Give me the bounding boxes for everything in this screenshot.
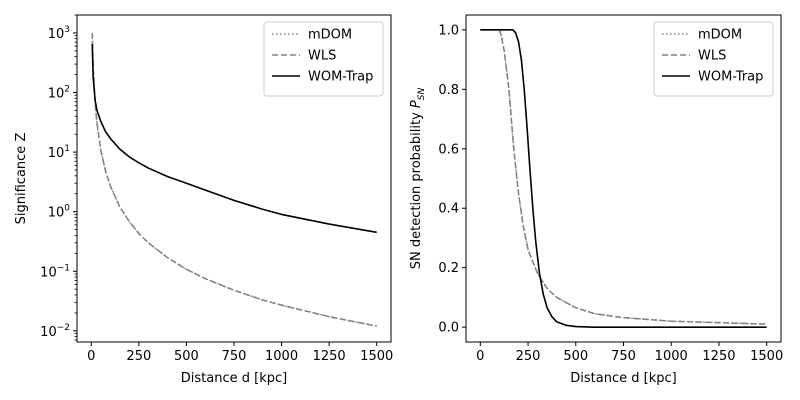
probability-y-axis-label: SN detection probability PSN [409, 88, 427, 270]
probability-x-tick-label: 1250 [702, 349, 735, 364]
detection-probability-panel: 0 250 500 750 1000 1250 1500 0.0 0.2 0.4 0.6 0.8 1.0… [409, 14, 783, 386]
significance-legend-frame [263, 21, 384, 97]
probability-x-tick-label: 750 [611, 349, 636, 364]
significance-x-axis-label: Distance d [kpc] [181, 371, 287, 386]
probability-y-tick-label: 0.8 [438, 83, 459, 98]
probability-legend: mDOM WLS WOM-Trap [653, 21, 774, 97]
probability-y-tick-label: 0.6 [438, 142, 459, 157]
probability-x-tick-label: 0 [476, 349, 484, 364]
significance-legend-label-wom-trap: WOM-Trap [308, 70, 373, 85]
probability-legend-label-wom-trap: WOM-Trap [698, 70, 763, 85]
significance-x-tick-label: 1250 [313, 349, 346, 364]
probability-legend-label-wls: WLS [698, 49, 726, 64]
probability-x-tick-label: 1000 [655, 349, 688, 364]
significance-y-tick-label: 102 [48, 85, 70, 102]
probability-y-tick-label: 0.4 [438, 202, 459, 217]
probability-legend-label-mdom: mDOM [698, 28, 742, 43]
significance-series-group [91, 32, 377, 327]
probability-series-mdom [480, 29, 767, 325]
probability-y-tick-label: 0.0 [438, 321, 459, 336]
probability-x-tick-label: 500 [563, 349, 588, 364]
significance-y-tick-label: 100 [48, 204, 71, 221]
significance-x-tick-label: 1000 [265, 349, 298, 364]
significance-legend-label-mdom: mDOM [308, 28, 352, 43]
probability-y-tick-label: 1.0 [438, 23, 459, 38]
probability-legend-frame [653, 21, 774, 97]
significance-legend-label-wls: WLS [308, 49, 336, 64]
probability-y-tick-label: 0.2 [438, 261, 459, 276]
significance-x-tick-label: 1500 [360, 349, 393, 364]
significance-y-tick-label: 10−1 [40, 263, 70, 280]
probability-series-wom-trap [480, 29, 767, 328]
significance-legend: mDOM WLS WOM-Trap [263, 21, 384, 97]
significance-panel: 0 250 500 750 1000 1250 1500 10−2 10−1 100 101 102 1… [14, 14, 393, 386]
significance-x-tick-label: 500 [174, 349, 199, 364]
significance-series-wom-trap [91, 44, 377, 234]
probability-x-tick-label: 250 [516, 349, 541, 364]
significance-y-tick-label: 101 [48, 144, 70, 161]
probability-series-group [480, 29, 767, 328]
significance-x-tick-label: 250 [126, 349, 151, 364]
probability-x-tick-label: 1500 [750, 349, 783, 364]
significance-series-wls [91, 32, 377, 327]
significance-x-tick-label: 750 [222, 349, 247, 364]
significance-y-tick-label: 103 [48, 25, 70, 42]
significance-y-axis-label: Significance Z [14, 133, 29, 225]
significance-x-tick-label: 0 [87, 349, 95, 364]
probability-x-axis-label: Distance d [kpc] [570, 371, 676, 386]
significance-y-tick-label: 10−2 [40, 323, 70, 340]
